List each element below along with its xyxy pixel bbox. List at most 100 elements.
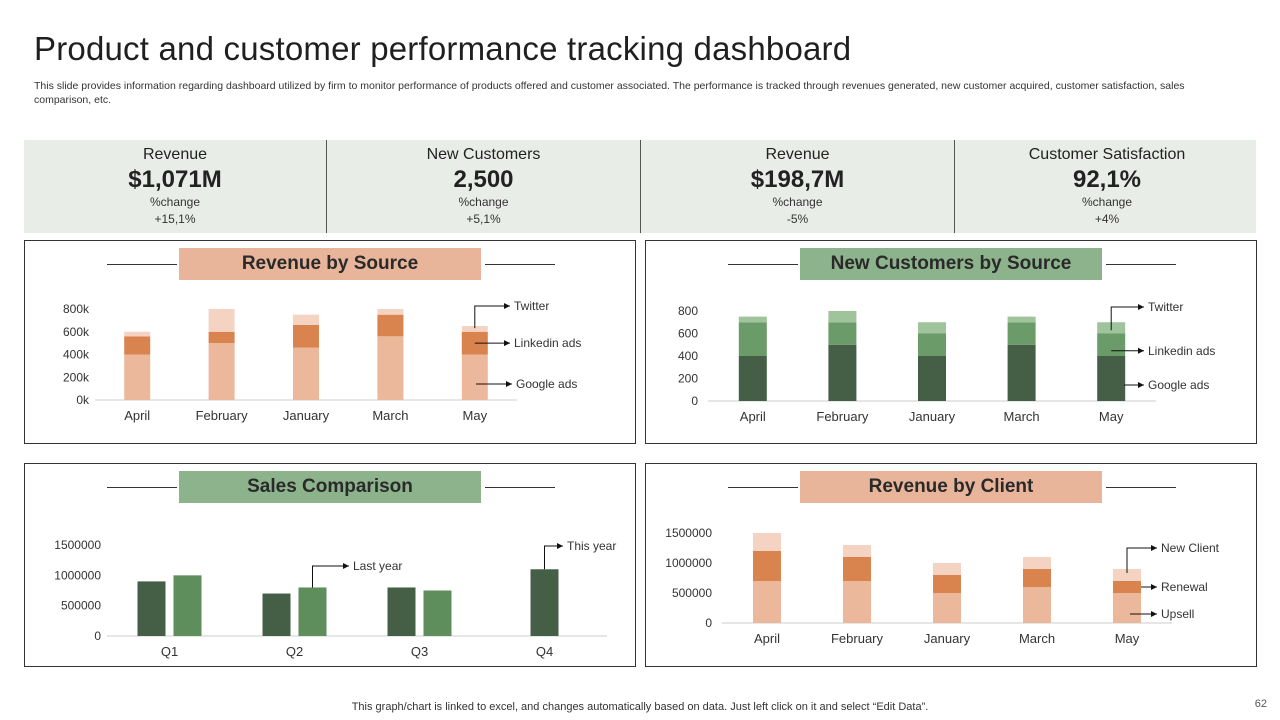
kpi-new-customers: New Customers 2,500 %change +5,1% [326, 140, 640, 233]
y-tick-label: 500000 [61, 599, 101, 613]
title-divider [485, 487, 555, 488]
bar-upsell [753, 581, 781, 623]
x-tick-label: February [831, 631, 884, 646]
panel-title: Revenue by Client [800, 471, 1102, 503]
kpi-change-label: %change [772, 195, 823, 209]
new-client-annotation-label: New Client [1161, 541, 1220, 555]
revenue-by-source-chart: 0k 200k 400k 600k 800k April February January Ma… [63, 299, 581, 423]
bar-linkedin-ads [828, 322, 857, 345]
y-tick-label: 500000 [672, 586, 712, 600]
bar-google-ads [377, 336, 404, 400]
bar-last-year [137, 581, 166, 636]
renewal-annotation-label: Renewal [1161, 580, 1208, 594]
kpi-value: 92,1% [1072, 166, 1142, 193]
x-tick-label: May [1099, 409, 1124, 424]
twitter-annotation-arrowhead [504, 303, 510, 309]
kpi-change: +15,1% [154, 212, 196, 226]
x-tick-label: January [909, 409, 956, 424]
sales-comparison-panel: Sales Comparison 0 500000 1000000 1500000 Q1… [24, 463, 636, 667]
y-tick-label: 400k [63, 348, 90, 362]
page-subtitle: This slide provides information regardin… [34, 80, 1185, 106]
title-divider [1106, 264, 1176, 265]
y-tick-label: 1000000 [665, 556, 712, 570]
x-tick-label: May [463, 408, 488, 423]
footer-note: This graph/chart is linked to excel, and… [351, 701, 929, 713]
kpi-revenue: Revenue $1,071M %change +15,1% [24, 140, 326, 233]
kpi-change: -5% [786, 212, 809, 226]
bar-renewal [1023, 569, 1051, 587]
kpi-label: Customer Satisfaction [1028, 146, 1186, 163]
panel-title: Sales Comparison [179, 471, 481, 503]
kpi-change-label: %change [458, 195, 509, 209]
title-divider [1106, 487, 1176, 488]
y-tick-label: 0 [94, 629, 101, 643]
renewal-annotation-arrowhead [1151, 584, 1157, 590]
x-tick-label: Q1 [161, 644, 178, 659]
kpi-label: Revenue [765, 146, 830, 163]
kpi-change: +5,1% [466, 212, 501, 226]
kpi-change: +4% [1094, 212, 1120, 226]
new-customers-by-source-chart: 0 200 400 600 800 April February January March Ma… [678, 300, 1215, 424]
bar-twitter [124, 331, 151, 337]
y-tick-label: 1000000 [54, 568, 101, 582]
bar-linkedin-ads [377, 314, 404, 337]
revenue-by-client-panel: Revenue by Client 0 500000 1000000 1500000 A… [645, 463, 1257, 667]
bar-new-client [1113, 569, 1141, 581]
page-number: 62 [1254, 698, 1267, 710]
title-divider [485, 264, 555, 265]
bar-linkedin-ads [918, 333, 946, 356]
bar-renewal [933, 575, 961, 593]
upsell-annotation-arrowhead [1151, 611, 1157, 617]
bar-new-client [843, 545, 871, 557]
y-tick-label: 1500000 [665, 526, 712, 540]
y-tick-label: 400 [678, 349, 698, 363]
this-year-annotation-label: This year [567, 539, 616, 553]
x-tick-label: Q4 [536, 644, 553, 659]
x-tick-label: January [924, 631, 971, 646]
bar-last-year [530, 569, 559, 636]
panel-title: New Customers by Source [800, 248, 1102, 280]
kpi-revenue-2: Revenue $198,7M %change -5% [640, 140, 954, 233]
title-divider [107, 264, 177, 265]
bar-google-ads [828, 344, 857, 401]
upsell-annotation-label: Upsell [1161, 607, 1194, 621]
panel-title: Revenue by Source [179, 248, 481, 280]
twitter-annotation-label: Twitter [1148, 300, 1183, 314]
x-tick-label: Q3 [411, 644, 428, 659]
y-tick-label: 1500000 [54, 538, 101, 552]
kpi-value: $1,071M [128, 166, 222, 193]
sales-comparison-chart: 0 500000 1000000 1500000 Q1 Q2 Q3 Q4 Last year Th… [54, 538, 616, 659]
y-tick-label: 0k [76, 393, 90, 407]
bar-twitter [461, 326, 488, 332]
bar-google-ads [461, 354, 488, 400]
linkedin-annotation-label: Linkedin ads [1148, 344, 1215, 358]
google-annotation-arrowhead [506, 381, 512, 387]
x-tick-label: April [124, 408, 150, 423]
bar-google-ads [293, 347, 319, 400]
bar-linkedin-ads [293, 324, 319, 348]
y-tick-label: 0 [705, 616, 712, 630]
twitter-annotation-line [1110, 306, 1144, 331]
bar-last-year [262, 593, 291, 636]
bar-google-ads [1097, 356, 1126, 401]
last-year-annotation-label: Last year [353, 559, 402, 573]
kpi-customer-satisfaction: Customer Satisfaction 92,1% %change +4% [954, 140, 1259, 233]
kpi-change-label: %change [1081, 195, 1133, 209]
bar-upsell [1023, 587, 1051, 623]
bar-twitter [918, 322, 946, 334]
title-divider [107, 487, 177, 488]
bar-linkedin-ads [738, 322, 767, 356]
revenue-by-client-chart: 0 500000 1000000 1500000 April February Januar… [665, 526, 1220, 646]
x-tick-label: February [816, 409, 869, 424]
kpi-label: Revenue [142, 146, 208, 163]
bar-google-ads [738, 356, 767, 401]
bar-new-client [1023, 557, 1051, 569]
y-tick-label: 200k [63, 370, 90, 384]
x-tick-label: March [372, 408, 408, 423]
bar-upsell [843, 581, 871, 623]
google-annotation-label: Google ads [516, 377, 577, 391]
new-client-annotation-arrowhead [1151, 545, 1157, 551]
bar-twitter [828, 311, 857, 323]
title-divider [728, 264, 798, 265]
y-tick-label: 200 [678, 372, 698, 386]
